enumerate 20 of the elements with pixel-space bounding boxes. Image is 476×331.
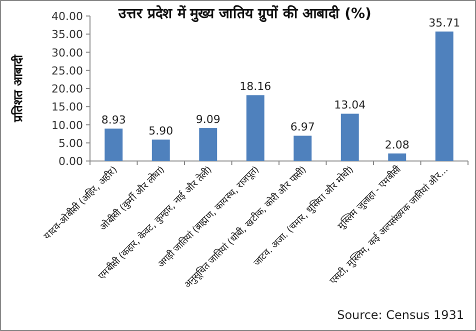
data-label: 13.04 [334, 98, 366, 112]
data-label: 8.93 [101, 114, 126, 127]
y-tick-label: 0.00 [58, 155, 83, 168]
source-note: Source: Census 1931 [337, 308, 464, 322]
y-tick-label: 10.00 [52, 118, 83, 132]
data-label: 5.90 [148, 124, 174, 138]
data-label: 9.09 [196, 113, 220, 126]
data-label: 2.08 [384, 138, 410, 152]
data-label: 18.16 [240, 80, 272, 94]
chart-title: उत्तर प्रदेश में मुख्य जातिय ग्रुपों की आबादी (%) [118, 5, 372, 23]
y-tick-label: 15.00 [52, 100, 83, 114]
data-label: 6.97 [290, 120, 315, 134]
y-tick-label: 25.00 [52, 64, 83, 78]
y-tick-label: 40.00 [52, 10, 83, 23]
y-tick-label: 20.00 [52, 82, 83, 96]
y-tick-label: 5.00 [58, 136, 83, 150]
data-label: 35.71 [428, 16, 460, 30]
y-axis-title: प्रतिशत आबादी [11, 54, 25, 124]
y-tick-label: 35.00 [52, 28, 83, 42]
y-tick-label: 30.00 [52, 46, 83, 60]
